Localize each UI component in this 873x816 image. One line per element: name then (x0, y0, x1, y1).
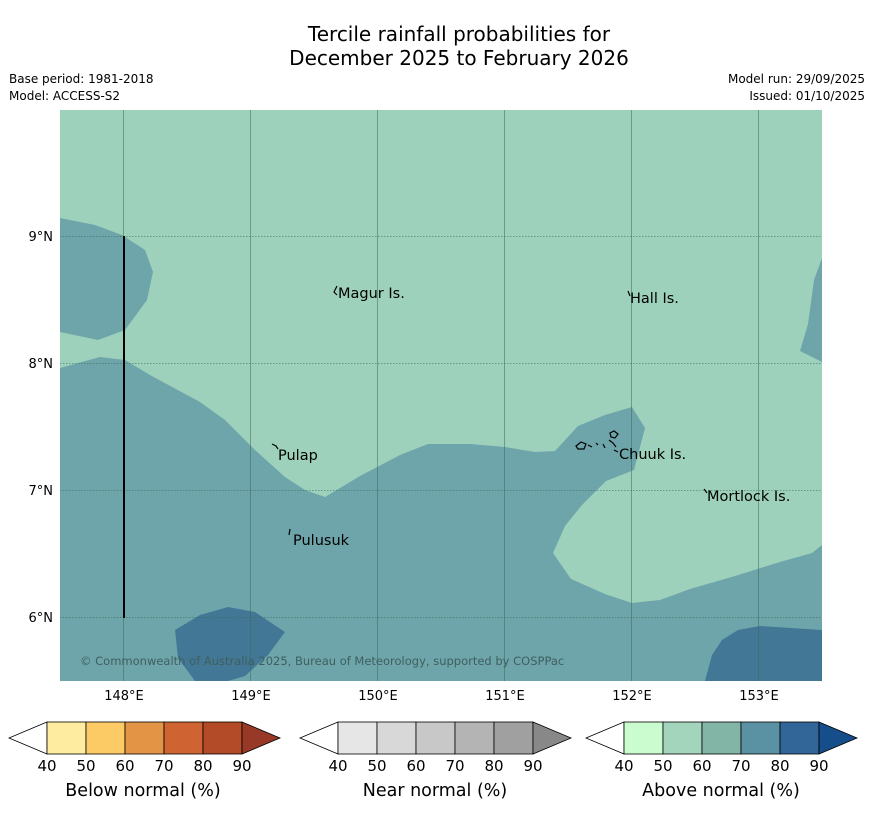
below-swatch-4 (163, 721, 204, 755)
near-swatch-3 (415, 721, 456, 755)
y-tick-7n: 7°N (29, 484, 54, 499)
meta-left: Base period: 1981-2018 Model: ACCESS-S2 (9, 71, 154, 105)
below-tick-60: 60 (115, 757, 134, 775)
y-tick-9n: 9°N (29, 230, 54, 245)
y-tick-6n: 6°N (29, 611, 54, 626)
x-axis-labels: 148°E 149°E 150°E 151°E 152°E 153°E (104, 689, 779, 704)
label-magur: Magur Is. (338, 286, 405, 302)
near-tick-80: 80 (484, 757, 503, 775)
near-swatch-low (298, 721, 339, 755)
near-swatch-4 (454, 721, 495, 755)
below-swatch-1 (46, 721, 87, 755)
region-above-60-70-east (800, 258, 822, 362)
below-swatch-5 (202, 721, 243, 755)
map-title: Tercile rainfall probabilities for Decem… (0, 22, 873, 70)
legend-near-title: Near normal (%) (362, 781, 508, 801)
title-line-2: December 2025 to February 2026 (289, 46, 629, 70)
chuuk-lagoon-shape (575, 430, 619, 453)
above-swatch-3 (701, 721, 742, 755)
below-swatch-high (241, 721, 282, 755)
magur-island-shape (333, 285, 338, 296)
above-tick-40: 40 (614, 757, 633, 775)
near-tick-50: 50 (367, 757, 386, 775)
island-outlines (271, 285, 708, 536)
above-tick-80: 80 (770, 757, 789, 775)
near-tick-70: 70 (445, 757, 464, 775)
region-above-70-80-southwest (175, 607, 285, 681)
above-swatch-high (818, 721, 859, 755)
below-swatch-low (7, 721, 48, 755)
y-tick-8n: 8°N (29, 357, 54, 372)
map-gridlines (60, 110, 822, 681)
legend-above-title: Above normal (%) (642, 781, 800, 801)
legend-above-normal: 40 50 60 70 80 90 (584, 721, 859, 775)
label-hall: Hall Is. (630, 291, 679, 307)
near-tick-60: 60 (406, 757, 425, 775)
meta-right: Model run: 29/09/2025 Issued: 01/10/2025 (728, 71, 865, 105)
base-period-text: Base period: 1981-2018 (9, 72, 154, 86)
label-pulusuk: Pulusuk (293, 533, 350, 549)
y-axis-labels: 9°N 8°N 7°N 6°N (29, 230, 54, 626)
below-tick-50: 50 (76, 757, 95, 775)
near-tick-90: 90 (523, 757, 542, 775)
near-swatch-2 (376, 721, 417, 755)
near-swatch-1 (337, 721, 378, 755)
below-tick-70: 70 (154, 757, 173, 775)
mortlock-island-shape (703, 488, 708, 494)
legend-near-normal: 40 50 60 70 80 90 (298, 721, 573, 775)
above-tick-60: 60 (692, 757, 711, 775)
label-chuuk: Chuuk Is. (619, 447, 686, 463)
region-above-60-70-northwest (60, 218, 153, 340)
x-tick-149: 149°E (231, 689, 271, 704)
below-swatch-2 (85, 721, 126, 755)
near-tick-40: 40 (328, 757, 347, 775)
x-tick-150: 150°E (358, 689, 398, 704)
copyright-text: © Commonwealth of Australia 2025, Bureau… (80, 654, 564, 668)
x-tick-151: 151°E (485, 689, 525, 704)
legend-below-normal: 40 50 60 70 80 90 (7, 721, 282, 775)
x-tick-148: 148°E (104, 689, 144, 704)
below-tick-90: 90 (232, 757, 251, 775)
pulap-island-shape (271, 443, 279, 450)
below-tick-80: 80 (193, 757, 212, 775)
title-line-1: Tercile rainfall probabilities for (307, 22, 611, 46)
below-swatch-3 (124, 721, 165, 755)
model-text: Model: ACCESS-S2 (9, 89, 121, 103)
pulusuk-island-shape (288, 528, 291, 536)
above-swatch-low (584, 721, 625, 755)
above-swatch-1 (623, 721, 664, 755)
above-swatch-5 (779, 721, 820, 755)
above-tick-90: 90 (809, 757, 828, 775)
near-swatch-5 (493, 721, 534, 755)
hall-island-shape (627, 290, 631, 297)
region-above-70-80-southeast (705, 626, 822, 681)
label-mortlock: Mortlock Is. (707, 489, 790, 505)
legend-below-title: Below normal (%) (65, 781, 221, 801)
above-tick-70: 70 (731, 757, 750, 775)
x-tick-153: 153°E (739, 689, 779, 704)
above-tick-50: 50 (653, 757, 672, 775)
x-tick-152: 152°E (612, 689, 652, 704)
place-labels: Magur Is. Hall Is. Pulap Chuuk Is. Mortl… (278, 286, 790, 549)
near-swatch-high (532, 721, 573, 755)
issued-text: Issued: 01/10/2025 (749, 89, 865, 103)
above-swatch-2 (662, 721, 703, 755)
below-tick-40: 40 (37, 757, 56, 775)
label-pulap: Pulap (278, 448, 318, 464)
above-swatch-4 (740, 721, 781, 755)
model-run-text: Model run: 29/09/2025 (727, 72, 865, 86)
